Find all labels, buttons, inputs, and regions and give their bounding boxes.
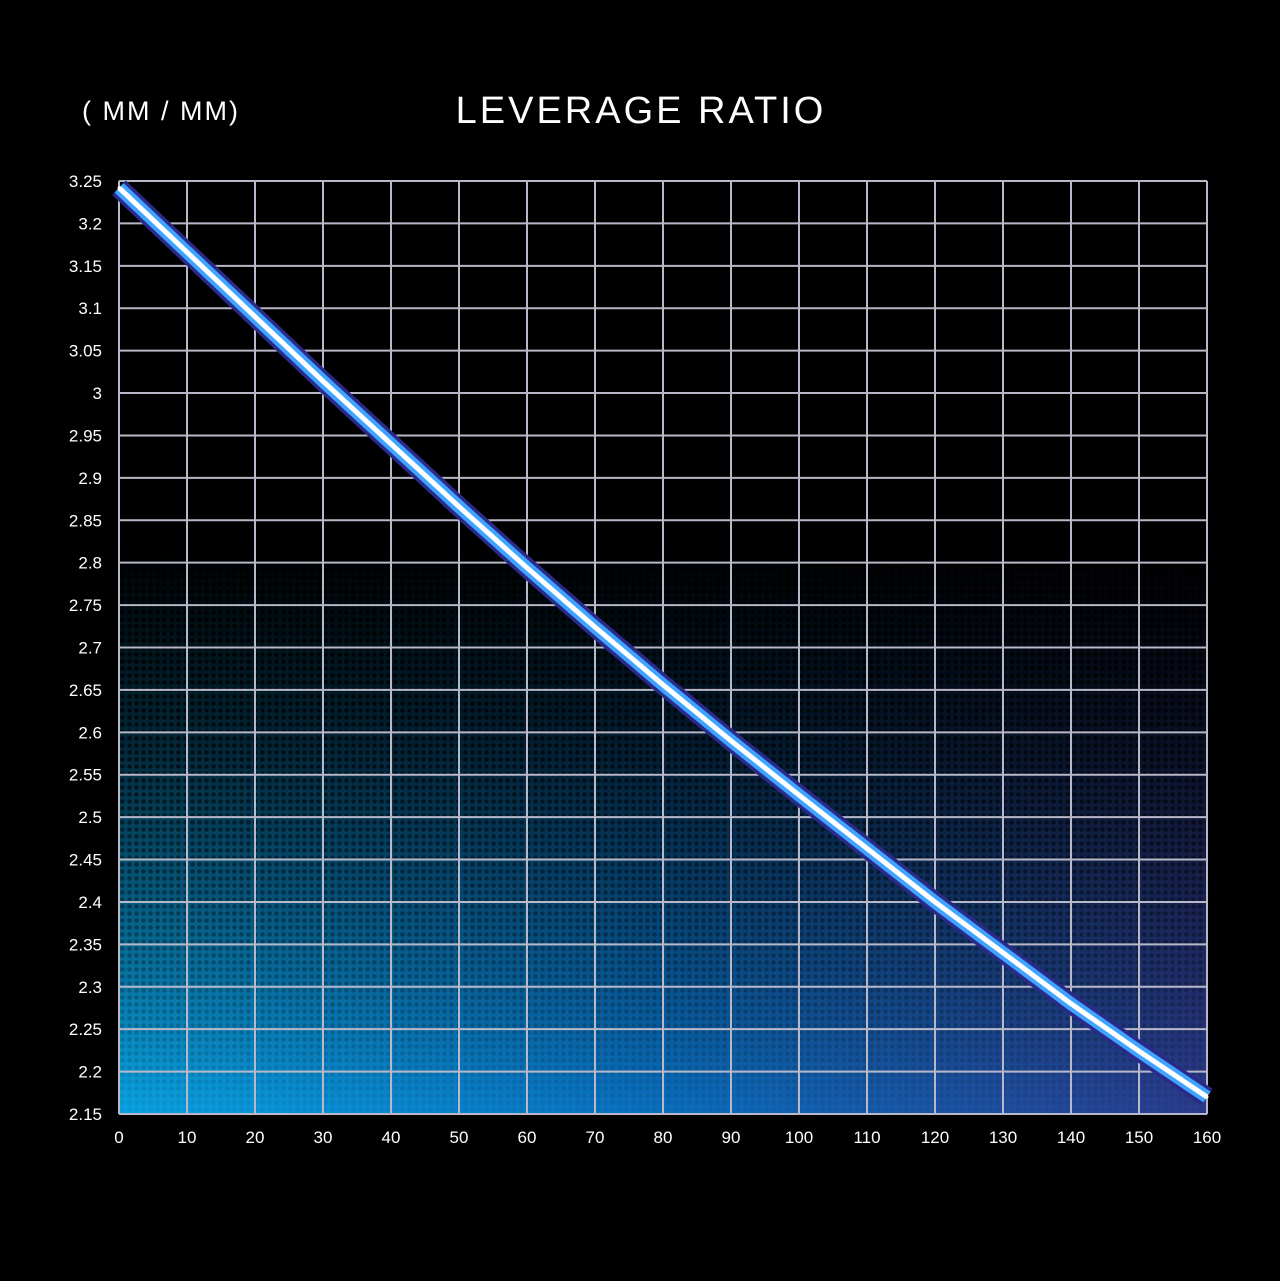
y-tick-label: 2.85 (69, 511, 102, 530)
x-tick-label: 0 (114, 1128, 123, 1147)
y-tick-label: 2.6 (78, 723, 102, 742)
x-tick-label: 80 (654, 1128, 673, 1147)
y-tick-label: 3.2 (78, 214, 102, 233)
y-tick-label: 2.65 (69, 681, 102, 700)
y-tick-label: 2.95 (69, 426, 102, 445)
y-tick-label: 2.45 (69, 851, 102, 870)
x-tick-label: 10 (178, 1128, 197, 1147)
x-tick-label: 100 (785, 1128, 813, 1147)
y-tick-label: 2.8 (78, 554, 102, 573)
y-tick-label: 3.05 (69, 342, 102, 361)
data-point (1205, 1095, 1209, 1099)
x-tick-label: 70 (586, 1128, 605, 1147)
data-point (661, 683, 665, 687)
x-tick-label: 40 (382, 1128, 401, 1147)
chart-title: LEVERAGE RATIO (456, 90, 827, 132)
data-point (933, 900, 937, 904)
y-tick-label: 3.1 (78, 299, 102, 318)
data-point (389, 442, 393, 446)
y-tick-label: 2.2 (78, 1063, 102, 1082)
y-tick-label: 2.75 (69, 596, 102, 615)
y-tick-label: 3.25 (69, 172, 102, 191)
data-point (525, 566, 529, 570)
data-point (797, 793, 801, 797)
y-axis-unit-label: ( MM / MM) (82, 96, 240, 126)
x-tick-label: 50 (450, 1128, 469, 1147)
y-tick-label: 2.55 (69, 766, 102, 785)
x-tick-label: 160 (1193, 1128, 1221, 1147)
y-tick-label: 2.25 (69, 1020, 102, 1039)
y-tick-label: 2.4 (78, 893, 102, 912)
data-point (729, 739, 733, 743)
x-tick-label: 130 (989, 1128, 1017, 1147)
x-tick-label: 110 (853, 1128, 880, 1147)
y-tick-label: 2.3 (78, 978, 102, 997)
y-tick-label: 2.9 (78, 469, 102, 488)
y-tick-label: 2.15 (69, 1105, 102, 1124)
data-point (457, 505, 461, 509)
data-point (185, 250, 189, 254)
x-tick-label: 120 (921, 1128, 949, 1147)
x-tick-label: 140 (1057, 1128, 1085, 1147)
data-point (253, 315, 257, 319)
x-tick-label: 30 (314, 1128, 333, 1147)
y-tick-label: 2.7 (78, 639, 102, 658)
y-tick-label: 3.15 (69, 257, 102, 276)
data-point (593, 625, 597, 629)
y-tick-labels: 3.25 3.2 3.15 3.1 3.05 3 2.95 2.9 2.85 2.8 2.75 2.7… (69, 172, 102, 1124)
data-point (1001, 951, 1005, 955)
series (112, 180, 1213, 1106)
y-tick-label: 3 (93, 384, 102, 403)
data-point (1137, 1049, 1141, 1053)
x-tick-label: 20 (246, 1128, 265, 1147)
x-tick-label: 60 (518, 1128, 537, 1147)
x-tick-label: 150 (1125, 1128, 1153, 1147)
y-tick-label: 2.35 (69, 935, 102, 954)
data-point (117, 186, 121, 190)
data-point (321, 379, 325, 383)
x-tick-labels: 0 10 20 30 40 50 60 70 80 90 100 110 120 130 140 150 160 (114, 1128, 1221, 1147)
x-tick-label: 90 (722, 1128, 741, 1147)
data-point (865, 847, 869, 851)
y-tick-label: 2.5 (78, 808, 102, 827)
data-point (1069, 1002, 1073, 1006)
